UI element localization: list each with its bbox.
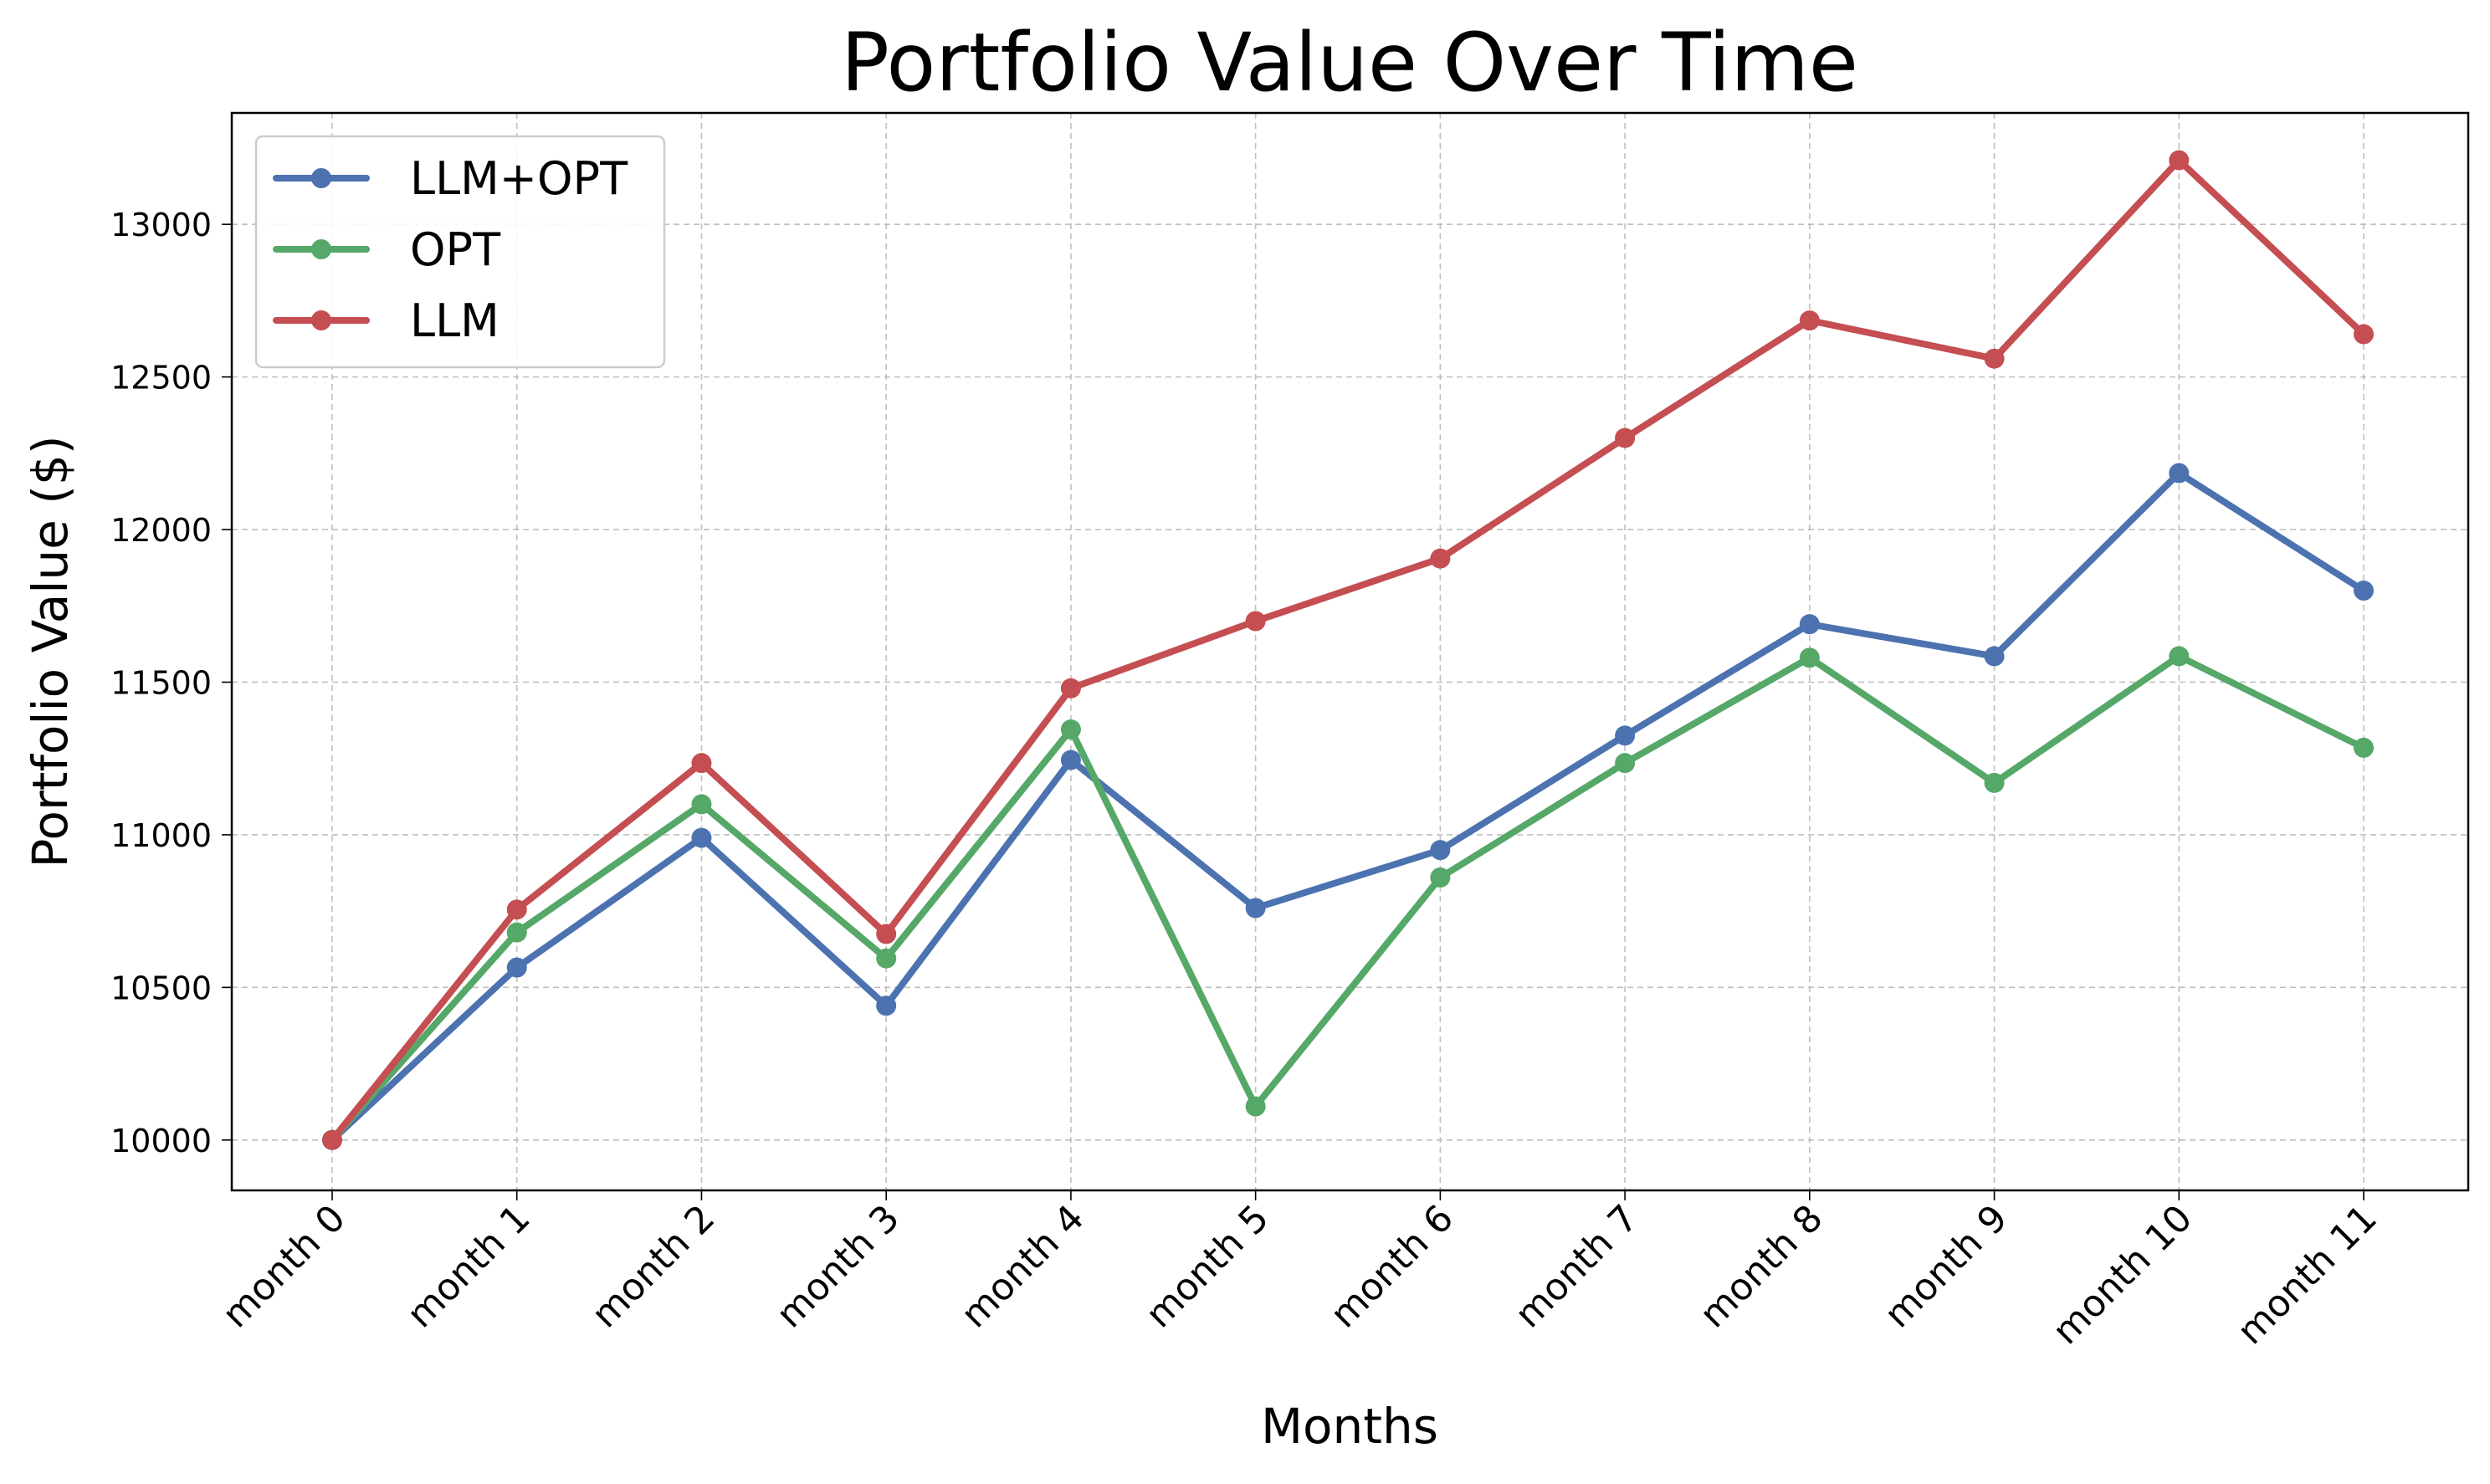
data-point	[1245, 611, 1266, 632]
y-tick-label: 10000	[110, 1123, 212, 1159]
data-point	[1430, 867, 1451, 888]
legend: LLM+OPT OPT LLM	[254, 135, 666, 369]
chart-title: Portfolio Value Over Time	[841, 16, 1858, 110]
data-point	[691, 794, 712, 815]
data-point	[1615, 753, 1636, 774]
data-point	[1060, 750, 1081, 770]
data-point	[1060, 678, 1081, 699]
legend-marker	[311, 168, 331, 188]
y-tick-label: 10500	[110, 970, 212, 1006]
y-tick-label: 13000	[110, 207, 212, 243]
data-point	[1799, 310, 1820, 331]
data-point	[2354, 324, 2374, 345]
data-point	[1615, 427, 1636, 448]
series-line	[329, 156, 2367, 1144]
data-point	[1984, 348, 2005, 369]
y-tick-label: 11500	[110, 664, 212, 701]
legend-label: LLM+OPT	[410, 152, 628, 205]
legend-box	[254, 135, 666, 369]
legend-marker	[311, 239, 331, 259]
data-point	[2354, 581, 2374, 601]
y-tick-label: 12000	[110, 512, 212, 549]
data-point	[1430, 840, 1451, 861]
data-point	[2169, 150, 2190, 171]
data-point	[506, 899, 527, 920]
series-line	[329, 652, 2367, 1144]
legend-item: LLM+OPT	[273, 152, 628, 205]
data-point	[2169, 463, 2190, 484]
data-point	[506, 957, 527, 978]
data-point	[1615, 725, 1636, 746]
series-group	[322, 646, 2374, 1150]
legend-item: LLM	[273, 294, 500, 347]
data-point	[876, 948, 897, 969]
data-point	[876, 924, 897, 944]
data-point	[876, 995, 897, 1016]
y-tick-label: 11000	[110, 817, 212, 854]
data-point	[322, 1129, 342, 1150]
legend-item: OPT	[273, 223, 501, 276]
data-point	[1245, 1096, 1266, 1117]
legend-label: LLM	[410, 294, 500, 347]
data-point	[1984, 772, 2005, 793]
data-point	[2354, 737, 2374, 758]
data-point	[1430, 548, 1451, 569]
data-point	[506, 922, 527, 943]
series-layer	[322, 150, 2374, 1150]
data-point	[2169, 646, 2190, 667]
x-axis-title: Months	[1261, 1398, 1438, 1455]
y-tick-label: 12500	[110, 360, 212, 397]
data-point	[1060, 719, 1081, 740]
series-line	[329, 469, 2367, 1144]
plot-frame	[230, 111, 2470, 1192]
legend-marker	[311, 310, 331, 330]
data-point	[1799, 647, 1820, 668]
y-axis-title: Portfolio Value ($)	[22, 436, 79, 868]
series-group	[322, 150, 2374, 1150]
data-point	[691, 753, 712, 774]
data-point	[1984, 646, 2005, 667]
data-point	[1799, 614, 1820, 635]
data-point	[691, 827, 712, 848]
legend-label: OPT	[410, 223, 501, 276]
data-point	[1245, 898, 1266, 919]
